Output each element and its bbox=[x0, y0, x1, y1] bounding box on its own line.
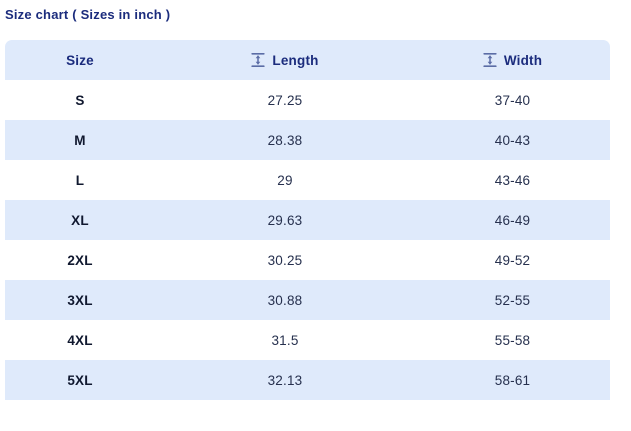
size-column-label: Size bbox=[66, 52, 94, 68]
table-row: XL 29.63 46-49 bbox=[5, 200, 610, 240]
length-cell: 30.25 bbox=[267, 252, 303, 268]
column-header-length: Length bbox=[155, 52, 415, 68]
table-row: 5XL 32.13 58-61 bbox=[5, 360, 610, 400]
width-cell: 43-46 bbox=[494, 172, 531, 188]
size-cell: L bbox=[75, 172, 85, 188]
size-chart-table: Size Length bbox=[5, 40, 610, 400]
width-cell: 49-52 bbox=[494, 252, 531, 268]
width-cell: 52-55 bbox=[494, 292, 531, 308]
size-cell: 3XL bbox=[67, 292, 93, 308]
table-row: 4XL 31.5 55-58 bbox=[5, 320, 610, 360]
table-row: M 28.38 40-43 bbox=[5, 120, 610, 160]
length-cell: 29.63 bbox=[267, 212, 303, 228]
column-header-width: Width bbox=[415, 52, 610, 68]
size-cell: M bbox=[74, 132, 86, 148]
size-cell: XL bbox=[71, 212, 89, 228]
table-row: S 27.25 37-40 bbox=[5, 80, 610, 120]
width-cell: 58-61 bbox=[494, 372, 531, 388]
length-cell: 30.88 bbox=[267, 292, 303, 308]
table-row: 3XL 30.88 52-55 bbox=[5, 280, 610, 320]
vertical-measure-icon bbox=[251, 52, 266, 68]
table-header-row: Size Length bbox=[5, 40, 610, 80]
size-cell: 4XL bbox=[67, 332, 93, 348]
length-cell: 31.5 bbox=[271, 332, 299, 348]
length-column-label: Length bbox=[272, 52, 319, 68]
width-cell: 55-58 bbox=[494, 332, 531, 348]
table-row: L 29 43-46 bbox=[5, 160, 610, 200]
page-title: Size chart ( Sizes in inch ) bbox=[5, 7, 171, 22]
column-header-size: Size bbox=[5, 53, 155, 68]
width-cell: 40-43 bbox=[494, 132, 531, 148]
vertical-measure-icon bbox=[483, 52, 497, 68]
size-cell: 2XL bbox=[67, 252, 93, 268]
width-column-label: Width bbox=[503, 52, 543, 68]
length-cell: 29 bbox=[277, 172, 293, 188]
length-cell: 32.13 bbox=[267, 372, 303, 388]
table-row: 2XL 30.25 49-52 bbox=[5, 240, 610, 280]
width-cell: 46-49 bbox=[494, 212, 531, 228]
width-cell: 37-40 bbox=[494, 92, 531, 108]
size-cell: 5XL bbox=[67, 372, 93, 388]
size-cell: S bbox=[75, 92, 85, 108]
length-cell: 27.25 bbox=[267, 92, 303, 108]
length-cell: 28.38 bbox=[267, 132, 303, 148]
